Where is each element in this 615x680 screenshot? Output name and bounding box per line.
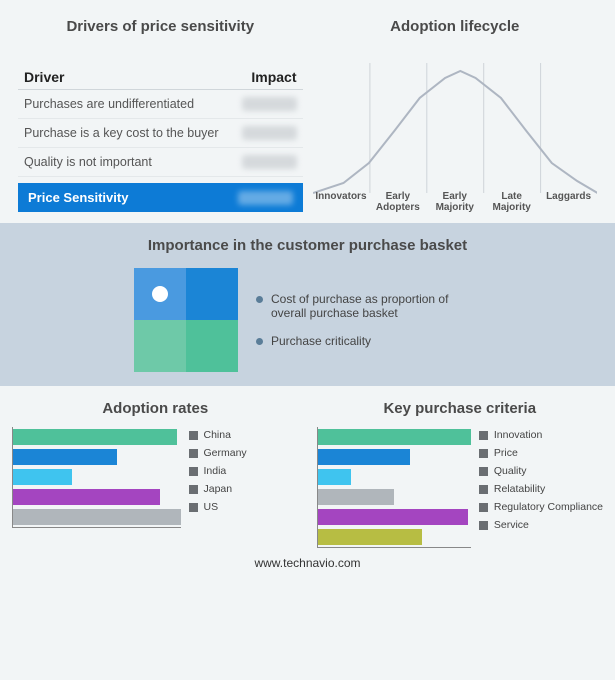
bar-legend-item: Innovation [479, 429, 603, 441]
legend-swatch-icon [479, 503, 488, 512]
bar [318, 429, 471, 445]
drivers-row-label: Purchase is a key cost to the buyer [24, 126, 219, 140]
drivers-table: Driver Impact Purchases are undifferenti… [18, 65, 303, 212]
importance-legend: Cost of purchase as proportion of overal… [256, 292, 481, 348]
bar-legend-item: India [189, 465, 299, 477]
bar [318, 489, 395, 505]
bar [318, 509, 468, 525]
drivers-table-head: Driver Impact [18, 65, 303, 90]
importance-panel: Importance in the customer purchase bask… [0, 223, 615, 386]
bar [13, 469, 72, 485]
legend-swatch-icon [189, 467, 198, 476]
importance-legend-text: Purchase criticality [271, 334, 371, 348]
quadrant-marker-dot [152, 286, 168, 302]
bar [13, 429, 177, 445]
lifecycle-chart: InnovatorsEarlyAdoptersEarlyMajorityLate… [313, 53, 598, 213]
bar-legend-label: Price [494, 447, 518, 459]
bar [318, 469, 352, 485]
lifecycle-stage-label: Innovators [313, 191, 370, 213]
bar [13, 449, 117, 465]
bullet-icon [256, 296, 263, 303]
top-row: Drivers of price sensitivity Driver Impa… [0, 0, 615, 223]
drivers-col-driver: Driver [24, 69, 64, 85]
drivers-row-label: Purchases are undifferentiated [24, 97, 194, 111]
bar-legend-item: Relatability [479, 483, 603, 495]
lifecycle-title: Adoption lifecycle [313, 18, 598, 35]
legend-swatch-icon [479, 467, 488, 476]
bar-legend-item: China [189, 429, 299, 441]
adoption-chart: China Germany India Japan US [12, 427, 299, 528]
lifecycle-stage-label: EarlyMajority [426, 191, 483, 213]
legend-swatch-icon [479, 521, 488, 530]
bar-legend-item: Quality [479, 465, 603, 477]
legend-swatch-icon [479, 485, 488, 494]
bar [13, 509, 181, 525]
bar-legend-label: Quality [494, 465, 527, 477]
bar-legend-item: Regulatory Compliance [479, 501, 603, 513]
lifecycle-panel: Adoption lifecycle InnovatorsEarlyAdopte… [313, 18, 598, 213]
bar [318, 529, 422, 545]
legend-swatch-icon [479, 449, 488, 458]
bar-legend-label: Regulatory Compliance [494, 501, 603, 513]
importance-legend-item: Cost of purchase as proportion of overal… [256, 292, 481, 320]
drivers-row-value-blurred [242, 155, 297, 169]
drivers-foot-value-blurred [238, 191, 293, 205]
drivers-table-row: Purchases are undifferentiated [18, 90, 303, 119]
importance-quadrant [134, 268, 238, 372]
bar-legend-item: Service [479, 519, 603, 531]
bar-legend-label: Service [494, 519, 529, 531]
bar-legend-label: Relatability [494, 483, 545, 495]
drivers-table-row: Purchase is a key cost to the buyer [18, 119, 303, 148]
bottom-row: Adoption rates ChinaGermanyIndiaJapanUS … [0, 386, 615, 552]
drivers-table-row: Quality is not important [18, 148, 303, 177]
drivers-row-value-blurred [242, 126, 297, 140]
importance-content: Cost of purchase as proportion of overal… [134, 268, 481, 372]
bar-legend-item: Japan [189, 483, 299, 495]
importance-legend-text: Cost of purchase as proportion of overal… [271, 292, 481, 320]
drivers-panel: Drivers of price sensitivity Driver Impa… [18, 18, 303, 213]
quadrant-cell [186, 268, 238, 320]
bar-legend-item: US [189, 501, 299, 513]
drivers-table-foot: Price Sensitivity [18, 183, 303, 212]
bar-legend-label: China [204, 429, 231, 441]
adoption-title: Adoption rates [12, 400, 299, 417]
bar-legend-label: Japan [204, 483, 233, 495]
criteria-chart: Innovation Price Quality Relatability Regula… [317, 427, 604, 548]
bar [318, 449, 410, 465]
criteria-panel: Key purchase criteria Innovation Price Qua… [311, 400, 610, 548]
lifecycle-stage-label: Laggards [540, 191, 597, 213]
bar-legend-item: Germany [189, 447, 299, 459]
legend-swatch-icon [479, 431, 488, 440]
legend-swatch-icon [189, 485, 198, 494]
legend-swatch-icon [189, 503, 198, 512]
quadrant-cell [186, 320, 238, 372]
adoption-panel: Adoption rates China Germany India Japan US [6, 400, 305, 548]
footer-url: www.technavio.com [0, 556, 615, 570]
drivers-row-value-blurred [242, 97, 297, 111]
bar-legend-label: Innovation [494, 429, 542, 441]
lifecycle-stage-label: LateMajority [483, 191, 540, 213]
quadrant-cell [134, 320, 186, 372]
bar-legend-label: Germany [204, 447, 247, 459]
legend-swatch-icon [189, 449, 198, 458]
importance-title: Importance in the customer purchase bask… [148, 237, 467, 254]
drivers-col-impact: Impact [251, 69, 296, 85]
bar-legend-label: India [204, 465, 227, 477]
bar [13, 489, 160, 505]
drivers-title: Drivers of price sensitivity [18, 18, 303, 35]
drivers-foot-label: Price Sensitivity [28, 190, 128, 205]
criteria-title: Key purchase criteria [317, 400, 604, 417]
drivers-row-label: Quality is not important [24, 155, 152, 169]
lifecycle-stage-label: EarlyAdopters [369, 191, 426, 213]
bar-legend-item: Price [479, 447, 603, 459]
importance-legend-item: Purchase criticality [256, 334, 481, 348]
bar-legend-label: US [204, 501, 219, 513]
bullet-icon [256, 338, 263, 345]
legend-swatch-icon [189, 431, 198, 440]
